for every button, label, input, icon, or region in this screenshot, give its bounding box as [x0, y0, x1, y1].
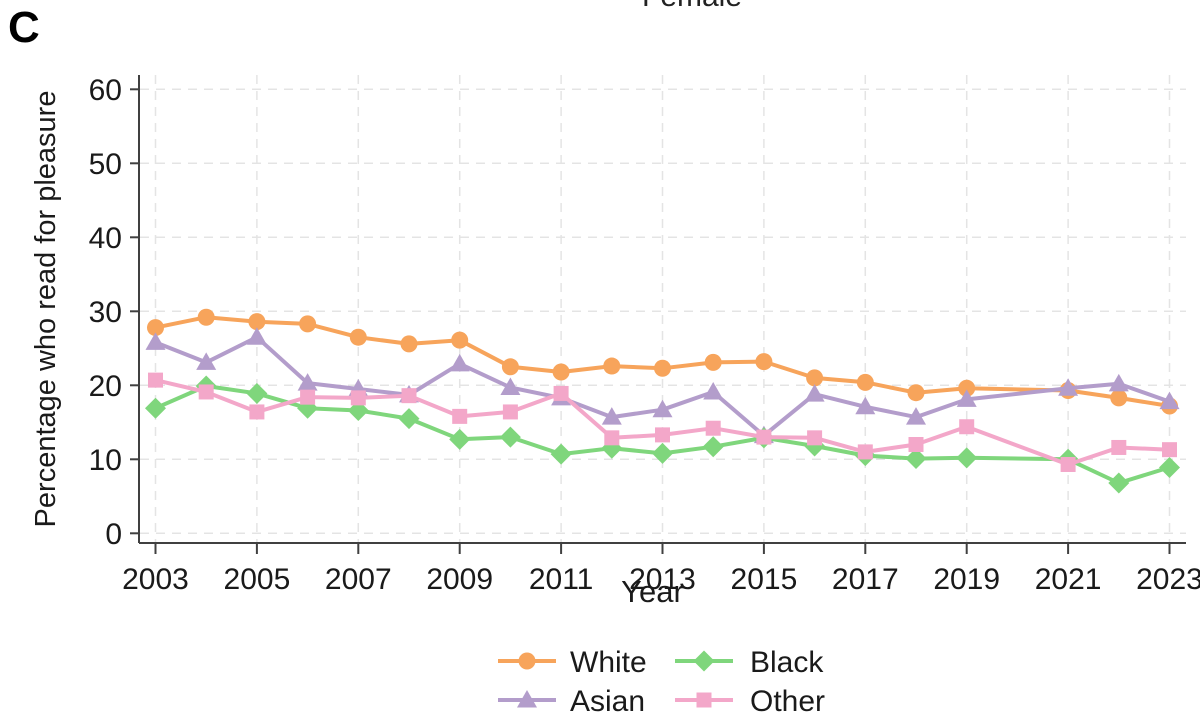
series-other: [148, 372, 1177, 472]
legend: White Asian Black Other: [498, 646, 825, 718]
y-tick-label: 30: [89, 296, 122, 329]
legend-item-asian: Asian: [498, 685, 645, 718]
y-tick-label: 10: [89, 444, 122, 477]
series-line: [154, 335, 1171, 438]
panel-label: C: [8, 3, 40, 52]
x-tick-label: 2017: [832, 563, 899, 596]
tick-labels: 0 10 20 30 40 50 60 2003 2005 2007 2009 2011 2013 201…: [89, 74, 1200, 596]
x-tick-label: 2019: [933, 563, 1000, 596]
x-tick-label: 2015: [731, 563, 798, 596]
y-tick-label: 40: [89, 222, 122, 255]
legend-item-other: Other: [675, 685, 825, 718]
y-tick-label: 50: [89, 148, 122, 181]
axes: [130, 75, 1186, 554]
x-tick-label: 2013: [629, 563, 696, 596]
x-tick-label: 2023: [1136, 563, 1200, 596]
legend-item-black: Black: [675, 646, 824, 679]
legend-label: Other: [750, 685, 825, 718]
series-line: [155, 378, 1170, 467]
legend-item-white: White: [498, 646, 647, 679]
y-tick-label: 60: [89, 74, 122, 107]
x-tick-label: 2007: [325, 563, 392, 596]
x-axis-title: Year: [621, 574, 684, 609]
y-axis-title: Percentage who read for pleasure: [30, 91, 62, 528]
gridlines: [140, 75, 1186, 543]
cropped-top-legend: Female: [530, 0, 850, 12]
top-legend-label: Female: [642, 0, 742, 12]
legend-label: White: [570, 646, 647, 679]
x-tick-label: 2003: [122, 563, 189, 596]
x-tick-label: 2021: [1035, 563, 1102, 596]
x-tick-label: 2011: [529, 563, 594, 596]
x-tick-label: 2005: [224, 563, 291, 596]
y-tick-label: 20: [89, 370, 122, 403]
legend-label: Asian: [570, 685, 645, 718]
top-legend-row: Female: [530, 0, 850, 12]
legend-label: Black: [750, 646, 824, 679]
x-tick-label: 2009: [426, 563, 493, 596]
y-tick-label: 0: [105, 518, 122, 551]
